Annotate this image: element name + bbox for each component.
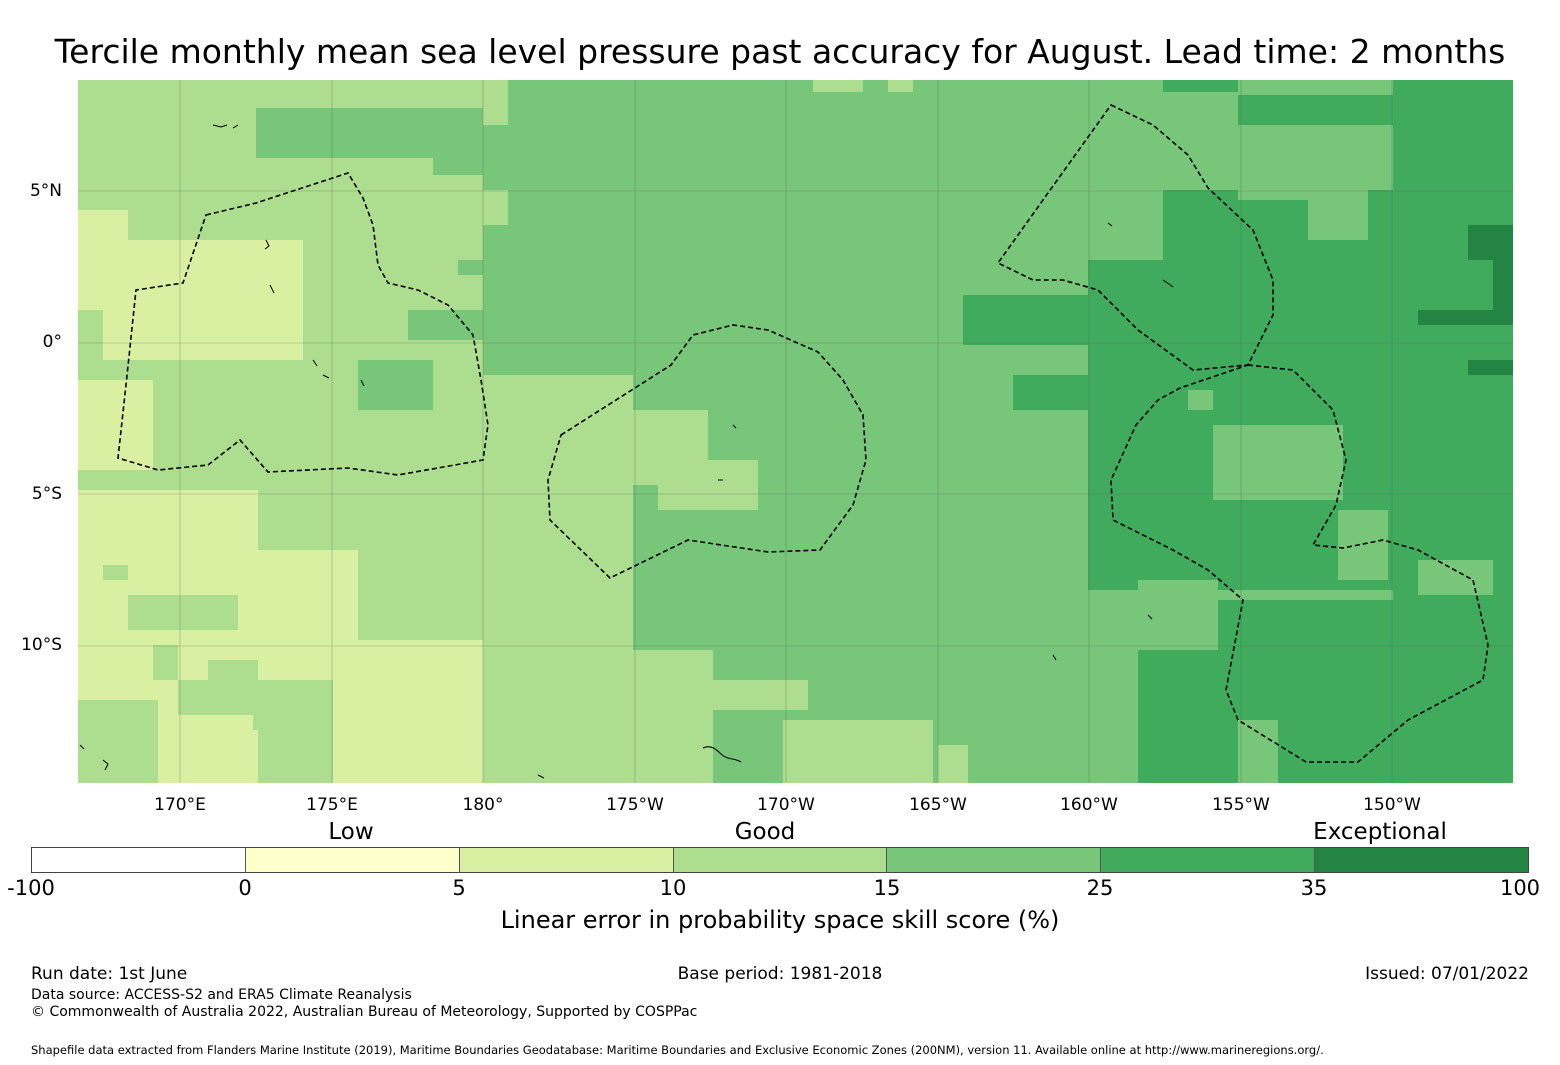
eez-boundary-kiribati-line-south bbox=[1110, 364, 1489, 763]
colorbar-label: Linear error in probability space skill … bbox=[500, 906, 1060, 934]
lon-label-180: 180° bbox=[462, 795, 504, 815]
island-coastlines bbox=[79, 124, 1174, 779]
map-title: Tercile monthly mean sea level pressure … bbox=[54, 32, 1506, 71]
legend-category-low: Low bbox=[328, 819, 374, 845]
colorbar-bin bbox=[1315, 848, 1529, 872]
shapefile-credit: Shapefile data extracted from Flanders M… bbox=[31, 1043, 1324, 1057]
legend-category-good: Good bbox=[734, 819, 796, 845]
skill-score-map bbox=[78, 80, 1513, 783]
colorbar-bin bbox=[245, 848, 460, 872]
lon-label-160w: 160°W bbox=[1060, 795, 1118, 815]
lon-label-165w: 165°W bbox=[909, 795, 967, 815]
colorbar-bin bbox=[887, 848, 1102, 872]
colorbar-bin bbox=[459, 848, 674, 872]
lon-label-175w: 175°W bbox=[606, 795, 664, 815]
colorbar-tick: 35 bbox=[1300, 876, 1328, 900]
eez-boundary-tokelau bbox=[547, 324, 867, 579]
lon-label-170e: 170°E bbox=[154, 795, 206, 815]
colorbar-tick: 25 bbox=[1086, 876, 1114, 900]
base-period: Base period: 1981-2018 bbox=[677, 964, 883, 984]
run-date: Run date: 1st June bbox=[31, 964, 188, 984]
eez-boundary-kiribati-gilbert bbox=[117, 172, 489, 476]
colorbar-bin bbox=[1101, 848, 1316, 872]
lat-label-5s: 5°S bbox=[31, 484, 62, 504]
eez-boundary-kiribati-line-north bbox=[996, 103, 1274, 371]
colorbar-tick: -100 bbox=[7, 876, 55, 900]
copyright: © Commonwealth of Australia 2022, Austra… bbox=[31, 1004, 698, 1020]
data-source: Data source: ACCESS-S2 and ERA5 Climate … bbox=[31, 987, 412, 1003]
lon-label-170w: 170°W bbox=[757, 795, 815, 815]
lat-label-10s: 10°S bbox=[21, 635, 62, 655]
lat-label-5n: 5°N bbox=[29, 181, 62, 201]
colorbar-tick: 100 bbox=[1499, 876, 1541, 900]
map-gridlines bbox=[78, 80, 1513, 783]
lon-label-150w: 150°W bbox=[1363, 795, 1421, 815]
colorbar-bin bbox=[673, 848, 888, 872]
eez-boundaries bbox=[117, 103, 1489, 763]
lon-label-175e: 175°E bbox=[306, 795, 358, 815]
colorbar-tick: 15 bbox=[873, 876, 901, 900]
legend-category-exceptional: Exceptional bbox=[1313, 819, 1447, 845]
issued-date: Issued: 07/01/2022 bbox=[1365, 964, 1529, 984]
lat-label-0: 0° bbox=[42, 332, 62, 352]
colorbar-bin bbox=[32, 848, 246, 872]
colorbar-tick: 0 bbox=[238, 876, 252, 900]
colorbar-tick: 5 bbox=[452, 876, 466, 900]
lon-label-155w: 155°W bbox=[1212, 795, 1270, 815]
colorbar bbox=[31, 847, 1529, 873]
colorbar-tick: 10 bbox=[659, 876, 687, 900]
